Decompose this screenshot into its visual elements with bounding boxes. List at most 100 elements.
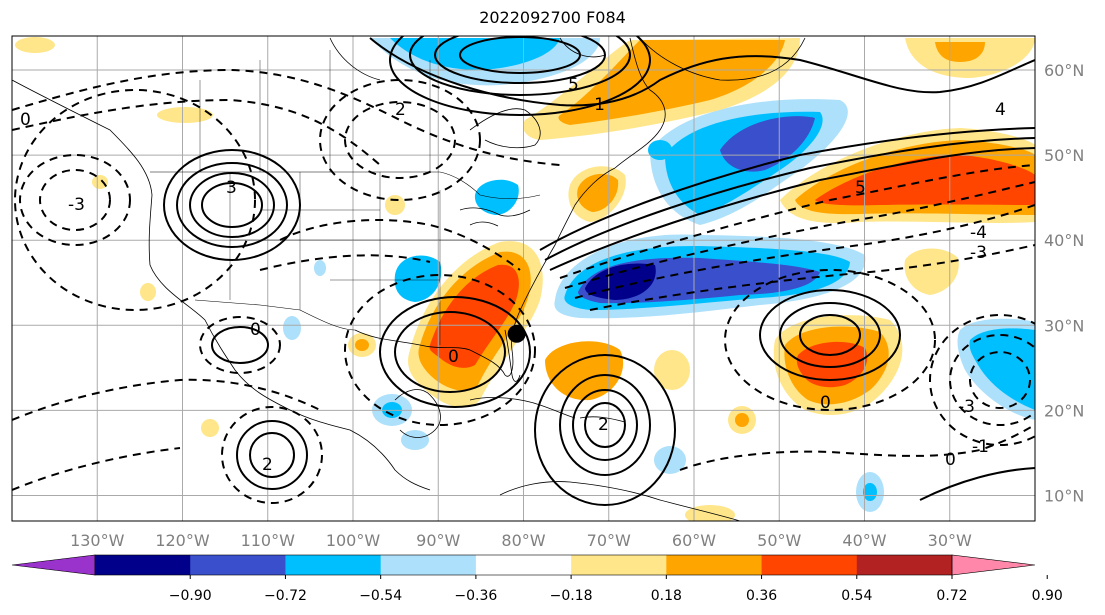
colorbar-extend-high: [951, 554, 1036, 576]
longitude-tick-label: 40°W: [842, 531, 886, 550]
contour-label: 0: [250, 320, 261, 340]
bc-positive: [92, 175, 108, 189]
colorbar-frame: [94, 554, 953, 576]
michigan-positive: [385, 195, 405, 215]
longitude-tick-labels: 130°W 120°W 110°W 100°W 90°W 80°W 70°W 60°W 50°W…: [70, 531, 972, 550]
latitude-tick-label: 60°N: [1044, 61, 1084, 80]
contour-label: 5: [855, 178, 866, 198]
colorbar-segment: [761, 555, 858, 575]
east-canada-negative: [648, 140, 672, 160]
north-negative-core: [390, 38, 560, 70]
contour-label: -3: [958, 397, 975, 417]
colorbar-tick-label: 0.72: [936, 588, 967, 604]
pacific-positive: [201, 419, 219, 437]
central-america-negative: [401, 430, 429, 450]
contour-label: -1: [588, 95, 605, 115]
colorbar-tick-label: 0.36: [746, 588, 777, 604]
contour-label: 4: [995, 100, 1006, 120]
contour-label: 0: [820, 393, 831, 413]
colorbar-tick-label: 0.54: [841, 588, 872, 604]
longitude-tick-label: 90°W: [416, 531, 460, 550]
contour-label: 2: [598, 415, 609, 435]
shaded-anomalies: [15, 37, 1035, 521]
baja-positive: [140, 283, 156, 301]
colorbar-tick-label: −0.72: [264, 588, 307, 604]
baja-negative: [283, 316, 301, 340]
longitude-tick-label: 100°W: [326, 531, 381, 550]
contour-label: 0: [20, 110, 31, 130]
colorbar-segment: [475, 555, 572, 575]
longitude-tick-label: 50°W: [757, 531, 801, 550]
map-frame: [11, 35, 1036, 522]
us-canada-border: [150, 171, 541, 200]
longitude-tick-label: 120°W: [155, 531, 210, 550]
colorbar-tick-label: 0.90: [1032, 588, 1063, 604]
province-lines: [199, 50, 431, 172]
colorbar-extend-low: [11, 554, 96, 576]
colorbar-tick-label: −0.36: [454, 588, 497, 604]
contour-label: 0: [448, 347, 459, 367]
colorbar-segment: [856, 555, 953, 575]
latitude-tick-label: 10°N: [1044, 486, 1084, 505]
colorbar-segment: [190, 555, 286, 575]
colorbar-tick-label: −0.54: [359, 588, 402, 604]
coastlines: [12, 37, 806, 521]
longitude-tick-label: 30°W: [928, 531, 972, 550]
location-marker-dot: [507, 324, 526, 343]
mississippi-negative: [394, 255, 442, 302]
gulf-coast: [354, 167, 616, 377]
graticule: [12, 36, 1035, 521]
hudson-bay: [469, 108, 541, 149]
contour-label: 5: [568, 75, 579, 95]
colorbar-tick-label: 0.18: [651, 588, 682, 604]
colorbar-tick-label: −0.18: [550, 588, 593, 604]
hispaniola: [579, 416, 626, 423]
south-america-coast: [499, 481, 741, 521]
labrador-negative-strong: [720, 116, 815, 172]
nw-corner-positive: [15, 37, 55, 53]
contour-label: 2: [262, 455, 273, 475]
alaska-positive: [157, 107, 213, 123]
jet-positive-strong: [815, 155, 1035, 206]
colorbar-segment: [666, 555, 763, 575]
latitude-tick-label: 30°N: [1044, 316, 1084, 335]
latitude-tick-label: 20°N: [1044, 401, 1084, 420]
azores-positive: [904, 248, 959, 295]
colorbar-segment: [380, 555, 477, 575]
labrador-coast: [614, 37, 666, 169]
contour-label: -4: [970, 223, 987, 243]
hudson-positive-core: [558, 40, 785, 125]
contour-labels: 3 -3 2 0 5 -1 5 -4 -3 4 0 -3 -1 0 2 0 2 …: [20, 75, 1006, 475]
colorbar-tick-label: −0.90: [169, 588, 212, 604]
colorbar-segment: [95, 555, 191, 575]
east-atlantic-negative-core: [969, 328, 1035, 410]
longitude-tick-label: 60°W: [672, 531, 716, 550]
colorbar-segment: [285, 555, 382, 575]
colorbar-segment: [571, 555, 667, 575]
contour-label: -3: [68, 195, 85, 215]
longitude-tick-label: 130°W: [70, 531, 125, 550]
great-lakes-negative: [474, 179, 519, 215]
map-title: 2022092700 F084: [479, 8, 626, 27]
longitude-tick-label: 80°W: [501, 531, 545, 550]
contour-label: -1: [972, 437, 989, 457]
contour-label: 2: [395, 100, 406, 120]
longitude-tick-label: 110°W: [241, 531, 296, 550]
greenland: [639, 37, 806, 81]
longitude-tick-label: 70°W: [587, 531, 631, 550]
contour-label: 0: [945, 450, 956, 470]
contour-label: -3: [970, 243, 987, 263]
colorbar: −0.90 −0.72 −0.54 −0.36 −0.18 0.18 0.36 0.54 0.7…: [11, 554, 1063, 604]
contour-ring: [201, 182, 263, 228]
latitude-tick-label: 40°N: [1044, 231, 1084, 250]
west-coast: [12, 79, 431, 491]
bermuda-positive: [654, 350, 690, 390]
latitude-tick-labels: 60°N 50°N 40°N 30°N 20°N 10°N: [1044, 61, 1084, 505]
yucatan: [394, 389, 441, 438]
florida: [504, 329, 521, 382]
rockies-negative: [314, 260, 326, 276]
cuba: [469, 397, 576, 419]
latitude-tick-label: 50°N: [1044, 146, 1084, 165]
contour-label: 3: [226, 178, 237, 198]
